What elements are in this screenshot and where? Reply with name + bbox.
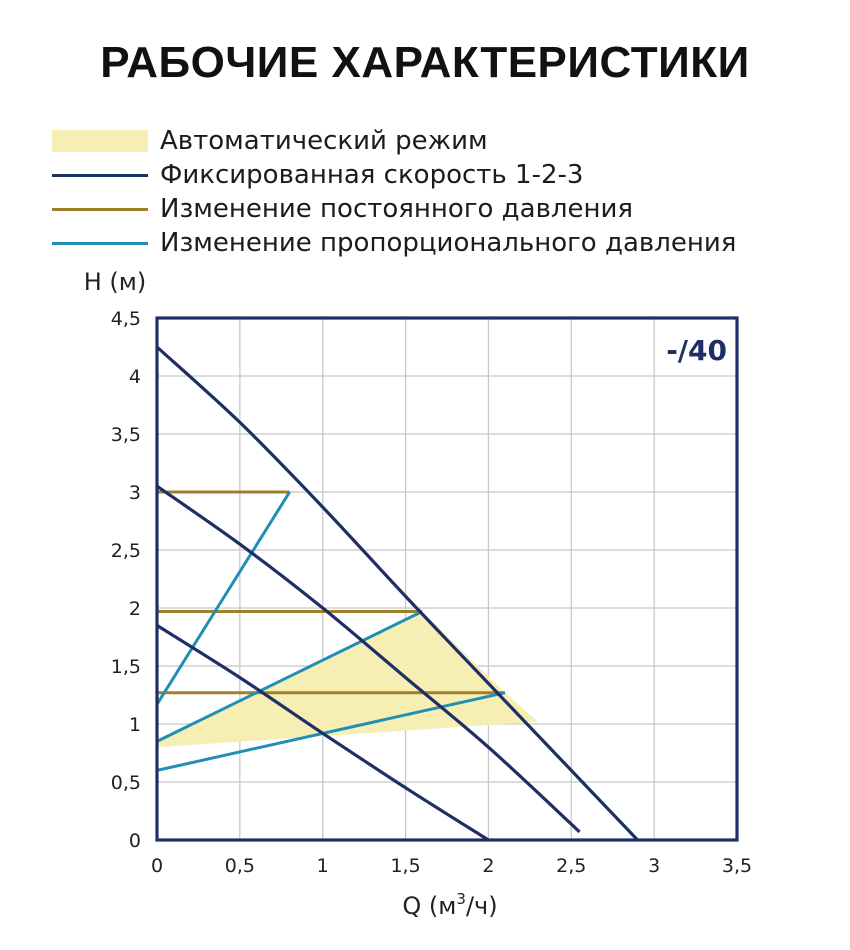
x-tick-label-2: 1 — [317, 855, 329, 877]
grid — [157, 318, 737, 840]
fixed-speed-curve-3 — [155, 345, 639, 842]
y-tick-label-4: 2 — [129, 598, 141, 620]
legend-item-constant-pressure: Изменение постоянного давления — [52, 192, 736, 226]
model-label: -/40 — [666, 334, 727, 367]
y-tick-label-1: 0,5 — [111, 772, 141, 794]
legend-item-proportional-pressure: Изменение пропорционального давления — [52, 226, 736, 260]
x-tick-label-1: 0,5 — [225, 855, 255, 877]
y-tick-label-7: 3,5 — [111, 424, 141, 446]
auto-mode-region-layer — [157, 611, 539, 748]
x-axis-label-suffix: /ч) — [466, 892, 498, 920]
proportional-pressure-layer — [155, 491, 506, 772]
y-tick-label-8: 4 — [129, 366, 141, 388]
legend-swatch-constant-pressure — [52, 207, 148, 211]
legend-label-auto: Автоматический режим — [160, 126, 488, 156]
legend-swatch-fixed-speed — [52, 173, 148, 177]
tick-labels: 0 0,5 1 1,5 2 2,5 3 3,5 0 0,5 1 1,5 2 2,5 3 3,5 4 4,5 — [111, 308, 752, 877]
y-tick-label-9: 4,5 — [111, 308, 141, 330]
auto-mode-region — [157, 611, 539, 748]
y-tick-label-5: 2,5 — [111, 540, 141, 562]
x-tick-label-5: 2,5 — [556, 855, 586, 877]
fixed-speed-curve-1 — [156, 624, 490, 842]
y-tick-label-6: 3 — [129, 482, 141, 504]
x-axis-label: Q (м3/ч) — [402, 890, 497, 920]
page-title: РАБОЧИЕ ХАРАКТЕРИСТИКИ — [100, 38, 750, 87]
x-tick-label-7: 3,5 — [722, 855, 752, 877]
plot-border — [155, 316, 739, 842]
proportional-pressure-line-2 — [156, 610, 423, 743]
fixed-speed-layer — [155, 345, 639, 842]
legend-item-fixed-speed: Фиксированная скорость 1-2-3 — [52, 158, 736, 192]
y-tick-label-0: 0 — [129, 830, 141, 852]
x-tick-label-6: 3 — [648, 855, 660, 877]
y-axis-label: H (м) — [84, 268, 147, 296]
legend-swatch-auto — [52, 130, 148, 152]
x-axis-label-prefix: Q (м — [402, 892, 456, 920]
y-tick-label-2: 1 — [129, 714, 141, 736]
legend-label-proportional-pressure: Изменение пропорционального давления — [160, 228, 737, 258]
proportional-pressure-line-1 — [155, 491, 291, 706]
legend-swatch-proportional-pressure — [52, 241, 148, 245]
legend-label-constant-pressure: Изменение постоянного давления — [160, 194, 634, 224]
legend-item-auto: Автоматический режим — [52, 124, 736, 158]
fixed-speed-curve-2 — [156, 484, 581, 834]
constant-pressure-layer — [157, 490, 505, 695]
x-axis-label-sup: 3 — [456, 890, 466, 908]
x-tick-label-4: 2 — [482, 855, 494, 877]
x-tick-label-3: 1,5 — [390, 855, 420, 877]
x-tick-label-0: 0 — [151, 855, 163, 877]
plot-frame — [155, 316, 739, 842]
legend: Автоматический режим Фиксированная скоро… — [52, 124, 736, 260]
proportional-pressure-line-3 — [156, 691, 506, 772]
y-tick-label-3: 1,5 — [111, 656, 141, 678]
legend-label-fixed-speed: Фиксированная скорость 1-2-3 — [160, 160, 584, 190]
